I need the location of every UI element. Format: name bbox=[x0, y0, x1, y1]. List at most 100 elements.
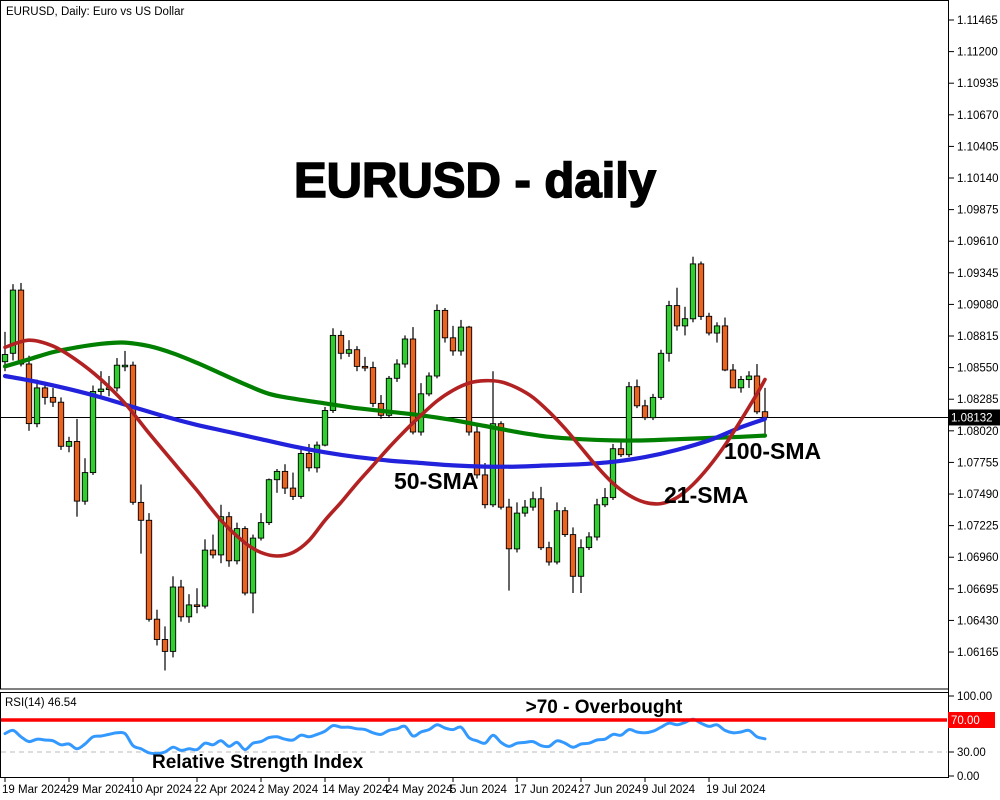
overbought-annotation: >70 - Overbought bbox=[526, 697, 683, 718]
rsi-overbought-marker bbox=[948, 712, 995, 728]
candle bbox=[33, 379, 41, 428]
price-tick-label: 1.09080 bbox=[957, 299, 999, 311]
candle bbox=[401, 335, 409, 368]
candle bbox=[17, 282, 25, 367]
50-sma-line bbox=[2, 373, 768, 469]
price-tick-label: 1.07225 bbox=[957, 521, 999, 533]
main-title: EURUSD - daily bbox=[294, 154, 656, 208]
rsi-tick-label: 100.00 bbox=[957, 691, 992, 703]
time-tick-label: 29 Mar 2024 bbox=[66, 784, 131, 796]
price-tick-label: 1.10935 bbox=[957, 78, 999, 90]
candle bbox=[25, 355, 33, 431]
candle bbox=[393, 359, 401, 382]
candle bbox=[97, 371, 105, 398]
time-tick-label: 9 Jul 2024 bbox=[642, 784, 696, 796]
candle bbox=[193, 588, 201, 614]
price-tick-label: 1.08285 bbox=[957, 394, 999, 406]
time-tick-label: 10 Apr 2024 bbox=[130, 784, 193, 796]
candle bbox=[369, 361, 377, 407]
candle bbox=[201, 539, 209, 609]
candle bbox=[649, 393, 657, 421]
price-tick-label: 1.08550 bbox=[957, 363, 999, 375]
candle bbox=[713, 322, 721, 343]
sma100-label: 100-SMA bbox=[724, 438, 821, 464]
candle bbox=[65, 436, 73, 453]
candle bbox=[657, 349, 665, 400]
price-tick-label: 1.07755 bbox=[957, 457, 999, 469]
price-tick-label: 1.09610 bbox=[957, 236, 999, 248]
rsi-pane-border bbox=[0, 692, 949, 778]
price-tick-label: 1.06960 bbox=[957, 552, 999, 564]
candle bbox=[705, 312, 713, 336]
candle bbox=[185, 594, 193, 623]
candle bbox=[473, 424, 481, 479]
candle bbox=[417, 383, 425, 436]
candle bbox=[569, 527, 577, 593]
candle bbox=[609, 443, 617, 500]
candle bbox=[681, 306, 689, 336]
candle bbox=[721, 317, 729, 372]
candle bbox=[625, 381, 633, 458]
price-tick-label: 1.08815 bbox=[957, 331, 999, 343]
price-tick-label: 1.06695 bbox=[957, 584, 999, 596]
candle bbox=[489, 371, 497, 508]
time-tick-label: 14 May 2024 bbox=[322, 784, 389, 796]
candle bbox=[265, 478, 273, 526]
candle bbox=[345, 340, 353, 357]
candle bbox=[513, 502, 521, 553]
candle bbox=[761, 387, 769, 436]
candle bbox=[337, 330, 345, 360]
candle bbox=[257, 513, 265, 541]
candle bbox=[273, 468, 281, 493]
candle bbox=[297, 447, 305, 499]
price-tick-label: 1.10140 bbox=[957, 173, 999, 185]
candle bbox=[481, 463, 489, 509]
time-tick-label: 2 May 2024 bbox=[258, 784, 319, 796]
time-tick-label: 19 Mar 2024 bbox=[2, 784, 67, 796]
time-tick-label: 24 May 2024 bbox=[386, 784, 453, 796]
candle bbox=[633, 379, 641, 409]
candle bbox=[9, 284, 17, 361]
candle bbox=[161, 626, 169, 671]
candle bbox=[441, 307, 449, 343]
time-axis: 19 Mar 2024 29 Mar 2024 10 Apr 2024 22 Apr … bbox=[2, 777, 766, 796]
sma21-label: 21-SMA bbox=[664, 482, 748, 508]
rsi-line bbox=[3, 717, 767, 756]
candle bbox=[433, 304, 441, 379]
price-tick-label: 1.08020 bbox=[957, 426, 999, 438]
current-price-marker bbox=[948, 409, 1000, 426]
candle bbox=[409, 327, 417, 435]
candle bbox=[737, 375, 745, 393]
candle bbox=[665, 300, 673, 362]
candle bbox=[113, 358, 121, 392]
candlesticks bbox=[1, 256, 769, 671]
candle bbox=[177, 579, 185, 622]
time-tick-label: 5 Jun 2024 bbox=[450, 784, 508, 796]
candle bbox=[465, 325, 473, 436]
candle bbox=[457, 319, 465, 356]
candle bbox=[169, 576, 177, 658]
candle bbox=[89, 385, 97, 475]
rsi-indicator-label: RSI(14) 46.54 bbox=[5, 697, 77, 709]
candle bbox=[49, 387, 57, 407]
candle bbox=[57, 397, 65, 450]
candle bbox=[73, 418, 81, 517]
candle bbox=[561, 507, 569, 537]
sma50-label: 50-SMA bbox=[394, 468, 478, 494]
candle bbox=[529, 491, 537, 511]
current-price-label: 1.08132 bbox=[951, 412, 993, 424]
candle bbox=[689, 256, 697, 323]
candle bbox=[153, 609, 161, 646]
price-tick-label: 1.06430 bbox=[957, 615, 999, 627]
candle bbox=[577, 539, 585, 593]
candle bbox=[553, 502, 561, 565]
candle bbox=[641, 399, 649, 421]
candle bbox=[41, 383, 49, 405]
candle bbox=[241, 526, 249, 596]
price-axis: 1.11465 1.11200 1.10935 1.10670 1.10405 1.101… bbox=[948, 0, 1000, 783]
time-tick-label: 17 Jun 2024 bbox=[514, 784, 578, 796]
price-tick-label: 1.11200 bbox=[957, 47, 998, 59]
21-sma-line bbox=[3, 338, 767, 558]
candle bbox=[321, 406, 329, 447]
